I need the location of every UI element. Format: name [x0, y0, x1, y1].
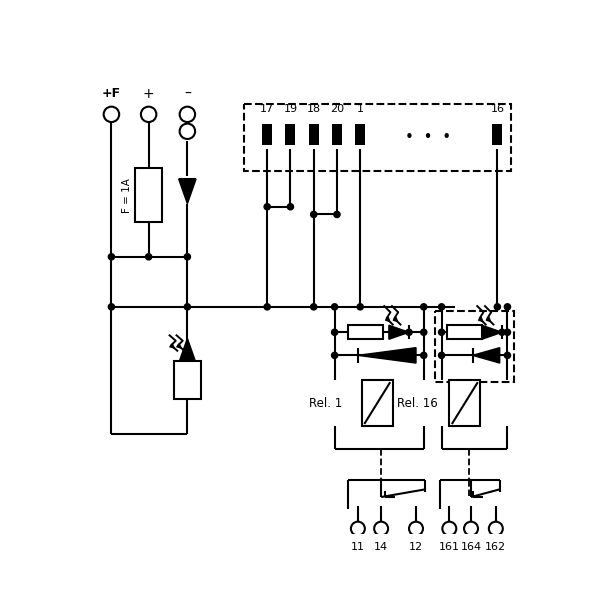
Bar	[174, 361, 201, 399]
Text: Rel. 1: Rel. 1	[309, 397, 343, 410]
Text: –: –	[184, 86, 191, 101]
Circle shape	[179, 107, 195, 122]
Bar	[355, 124, 365, 145]
Circle shape	[334, 211, 340, 218]
Circle shape	[406, 329, 412, 335]
Circle shape	[505, 304, 511, 310]
Bar	[493, 124, 502, 145]
Bar	[448, 325, 482, 339]
Text: 18: 18	[307, 104, 321, 114]
Circle shape	[264, 304, 271, 310]
Circle shape	[439, 329, 445, 335]
Circle shape	[494, 304, 500, 310]
Text: 12: 12	[409, 542, 423, 552]
Bar	[449, 380, 481, 426]
Circle shape	[464, 521, 478, 536]
Bar	[332, 124, 342, 145]
Text: 14: 14	[374, 542, 388, 552]
Text: 11: 11	[351, 542, 365, 552]
Polygon shape	[179, 179, 196, 203]
Bar	[244, 104, 511, 170]
Circle shape	[505, 352, 511, 358]
Bar	[135, 168, 162, 222]
Circle shape	[332, 304, 338, 310]
Circle shape	[499, 329, 505, 335]
Text: 164: 164	[460, 542, 482, 552]
Text: F = 1A: F = 1A	[122, 178, 132, 212]
Text: 161: 161	[439, 542, 460, 552]
Circle shape	[357, 304, 364, 310]
Text: 162: 162	[485, 542, 506, 552]
Polygon shape	[358, 347, 416, 363]
Circle shape	[109, 254, 115, 260]
Text: •  •  •: • • •	[406, 130, 451, 145]
Bar	[436, 311, 514, 382]
Circle shape	[421, 304, 427, 310]
Text: +F: +F	[102, 87, 121, 100]
Circle shape	[409, 521, 423, 536]
Circle shape	[332, 329, 338, 335]
Circle shape	[104, 107, 119, 122]
Bar	[286, 124, 295, 145]
Text: 16: 16	[490, 104, 505, 114]
Circle shape	[421, 352, 427, 358]
Circle shape	[141, 107, 157, 122]
Polygon shape	[389, 325, 409, 339]
Circle shape	[146, 254, 152, 260]
Circle shape	[374, 521, 388, 536]
Bar	[308, 124, 319, 145]
Circle shape	[421, 329, 427, 335]
Bar	[348, 325, 383, 339]
Text: Rel. 16: Rel. 16	[397, 397, 438, 410]
Text: 19: 19	[283, 104, 298, 114]
Circle shape	[332, 352, 338, 358]
Polygon shape	[482, 325, 502, 339]
Polygon shape	[180, 338, 195, 360]
Bar	[262, 124, 272, 145]
Circle shape	[439, 304, 445, 310]
Circle shape	[505, 329, 511, 335]
Circle shape	[489, 521, 503, 536]
Text: 20: 20	[330, 104, 344, 114]
Circle shape	[287, 203, 293, 210]
Circle shape	[439, 352, 445, 358]
Circle shape	[109, 304, 115, 310]
Circle shape	[311, 304, 317, 310]
Circle shape	[311, 211, 317, 218]
Circle shape	[351, 521, 365, 536]
Circle shape	[264, 203, 271, 210]
Text: 17: 17	[260, 104, 274, 114]
Text: 1: 1	[356, 104, 364, 114]
Circle shape	[184, 304, 190, 310]
Circle shape	[184, 254, 190, 260]
Circle shape	[179, 124, 195, 139]
Polygon shape	[473, 347, 500, 363]
Circle shape	[442, 521, 457, 536]
Text: +: +	[143, 86, 154, 101]
Bar	[362, 380, 393, 426]
